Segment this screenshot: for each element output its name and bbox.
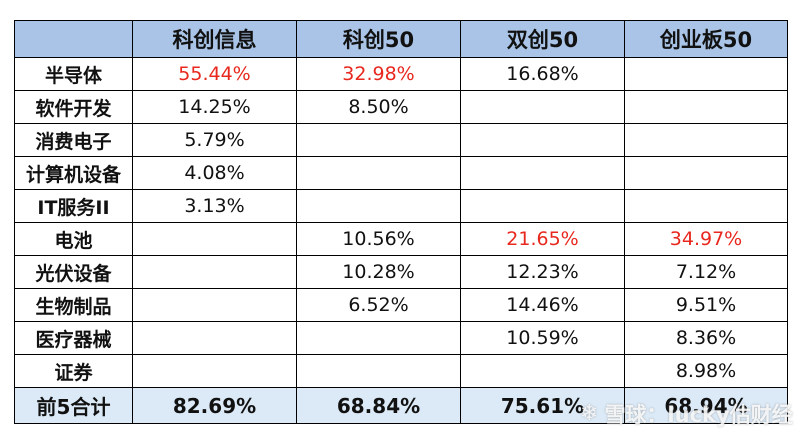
table-row: IT服务II 3.13% <box>14 189 788 223</box>
table-cell: 10.28% <box>296 255 461 289</box>
table-row: 消费电子 5.79% <box>14 123 788 157</box>
header-corner <box>14 20 133 58</box>
table-body: 半导体 55.44% 32.98% 16.68% 软件开发 14.25% 8.50% 消费电子… <box>14 57 788 388</box>
table-cell <box>296 123 461 157</box>
table-cell <box>296 189 461 223</box>
footer-cell: 75.61% <box>460 387 625 424</box>
footer-cell: 82.69% <box>132 387 297 424</box>
table-cell <box>132 288 297 322</box>
sector-weight-table: 科创信息 科创50 双创50 创业板50 半导体 55.44% 32.98% 16.6… <box>14 20 788 424</box>
table-footer-row: 前5合计 82.69% 68.84% 75.61% 68.94% <box>14 387 788 424</box>
row-label: 半导体 <box>14 57 133 91</box>
table-cell <box>460 354 625 388</box>
table-cell <box>296 156 461 190</box>
table-cell: 8.36% <box>624 321 788 355</box>
table-cell <box>460 189 625 223</box>
table-row: 医疗器械 10.59% 8.36% <box>14 321 788 355</box>
table-cell <box>460 123 625 157</box>
row-label: 光伏设备 <box>14 255 133 289</box>
table-cell <box>624 156 788 190</box>
table-cell <box>624 90 788 124</box>
row-label: 软件开发 <box>14 90 133 124</box>
table-cell: 10.59% <box>460 321 625 355</box>
row-label: 医疗器械 <box>14 321 133 355</box>
table-cell <box>624 123 788 157</box>
row-label: 计算机设备 <box>14 156 133 190</box>
row-label: IT服务II <box>14 189 133 223</box>
table-cell: 10.56% <box>296 222 461 256</box>
table-header-row: 科创信息 科创50 双创50 创业板50 <box>14 20 788 58</box>
footer-cell: 68.84% <box>296 387 461 424</box>
table-cell <box>460 90 625 124</box>
table-cell: 14.46% <box>460 288 625 322</box>
footer-cell: 68.94% <box>624 387 788 424</box>
table-cell <box>132 255 297 289</box>
table-cell <box>132 222 297 256</box>
table-cell: 14.25% <box>132 90 297 124</box>
table-row: 电池 10.56% 21.65% 34.97% <box>14 222 788 256</box>
footer-label: 前5合计 <box>14 387 133 424</box>
table-cell <box>296 321 461 355</box>
row-label: 消费电子 <box>14 123 133 157</box>
header-kechuang-info: 科创信息 <box>132 20 297 58</box>
table-cell: 7.12% <box>624 255 788 289</box>
table-cell: 4.08% <box>132 156 297 190</box>
table-cell: 8.50% <box>296 90 461 124</box>
table-row: 半导体 55.44% 32.98% 16.68% <box>14 57 788 91</box>
table-cell: 34.97% <box>624 222 788 256</box>
row-label: 生物制品 <box>14 288 133 322</box>
table-row: 光伏设备 10.28% 12.23% 7.12% <box>14 255 788 289</box>
table-row: 软件开发 14.25% 8.50% <box>14 90 788 124</box>
table-cell <box>132 321 297 355</box>
row-label: 电池 <box>14 222 133 256</box>
table-cell: 21.65% <box>460 222 625 256</box>
table-cell <box>460 156 625 190</box>
table-cell <box>624 57 788 91</box>
table-row: 计算机设备 4.08% <box>14 156 788 190</box>
table-row: 证券 8.98% <box>14 354 788 388</box>
header-chinext-50: 创业板50 <box>624 20 788 58</box>
row-label: 证券 <box>14 354 133 388</box>
table-cell <box>132 354 297 388</box>
table-cell <box>296 354 461 388</box>
table-cell: 55.44% <box>132 57 297 91</box>
header-kechuang-50: 科创50 <box>296 20 461 58</box>
table-cell: 5.79% <box>132 123 297 157</box>
table-row: 生物制品 6.52% 14.46% 9.51% <box>14 288 788 322</box>
table-cell: 3.13% <box>132 189 297 223</box>
table-cell: 12.23% <box>460 255 625 289</box>
header-shuangchuang-50: 双创50 <box>460 20 625 58</box>
table-cell: 9.51% <box>624 288 788 322</box>
table-cell: 8.98% <box>624 354 788 388</box>
table-cell: 6.52% <box>296 288 461 322</box>
table-cell: 32.98% <box>296 57 461 91</box>
table-cell <box>624 189 788 223</box>
table-cell: 16.68% <box>460 57 625 91</box>
